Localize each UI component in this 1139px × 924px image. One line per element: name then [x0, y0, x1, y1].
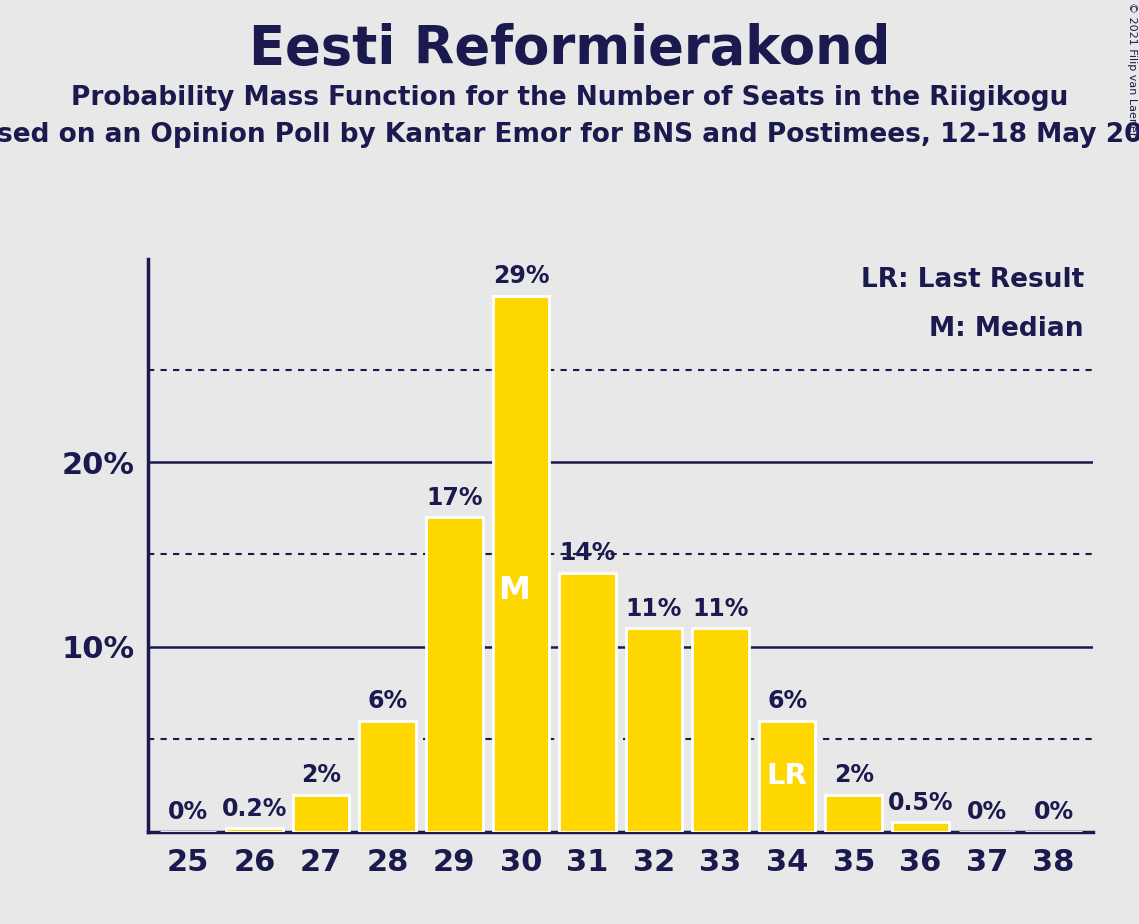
Bar — [426, 517, 483, 832]
Bar — [892, 822, 949, 832]
Text: Eesti Reformierakond: Eesti Reformierakond — [248, 23, 891, 75]
Bar — [625, 628, 682, 832]
Text: 6%: 6% — [768, 689, 808, 713]
Text: 0%: 0% — [1033, 800, 1074, 824]
Text: 0.5%: 0.5% — [887, 791, 953, 815]
Text: Probability Mass Function for the Number of Seats in the Riigikogu: Probability Mass Function for the Number… — [71, 85, 1068, 111]
Text: M: M — [498, 575, 530, 606]
Bar — [826, 795, 882, 832]
Text: 2%: 2% — [834, 763, 874, 787]
Text: M: Median: M: Median — [929, 316, 1084, 342]
Bar — [759, 721, 816, 832]
Text: 14%: 14% — [559, 541, 616, 565]
Bar — [227, 828, 282, 832]
Text: LR: LR — [767, 762, 808, 790]
Text: LR: Last Result: LR: Last Result — [861, 267, 1084, 293]
Text: 0.2%: 0.2% — [222, 796, 287, 821]
Text: 11%: 11% — [625, 597, 682, 621]
Bar — [293, 795, 350, 832]
Bar — [559, 573, 616, 832]
Bar — [693, 628, 749, 832]
Text: © 2021 Filip van Laenen: © 2021 Filip van Laenen — [1126, 2, 1137, 139]
Bar — [360, 721, 416, 832]
Text: Based on an Opinion Poll by Kantar Emor for BNS and Postimees, 12–18 May 2021: Based on an Opinion Poll by Kantar Emor … — [0, 122, 1139, 148]
Bar — [492, 296, 549, 832]
Text: 29%: 29% — [493, 264, 549, 288]
Text: 11%: 11% — [693, 597, 748, 621]
Text: 0%: 0% — [167, 800, 208, 824]
Text: 0%: 0% — [967, 800, 1007, 824]
Text: 2%: 2% — [301, 763, 342, 787]
Text: 6%: 6% — [368, 689, 408, 713]
Text: 17%: 17% — [426, 486, 483, 510]
